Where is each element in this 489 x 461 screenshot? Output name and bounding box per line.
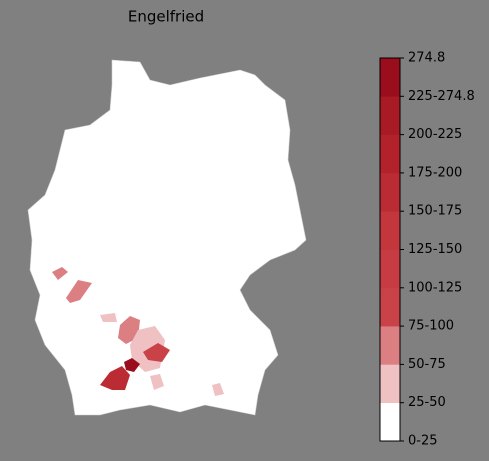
colorbar-segment bbox=[380, 58, 400, 97]
colorbar-segment bbox=[380, 172, 400, 212]
colorbar: 0-25 25-50 50-75 75-100 100-125 125-150 150-17… bbox=[379, 51, 475, 449]
region bbox=[124, 358, 140, 372]
colorbar-label: 75-100 bbox=[408, 319, 454, 334]
germany-map bbox=[27, 59, 307, 416]
colorbar-segment bbox=[380, 287, 400, 327]
colorbar-label: 100-125 bbox=[408, 280, 462, 295]
colorbar-segment bbox=[380, 249, 400, 289]
colorbar-segment bbox=[380, 326, 400, 365]
map-title: Engelfried bbox=[128, 8, 204, 26]
colorbar-label: 50-75 bbox=[408, 357, 446, 372]
colorbar-label: 25-50 bbox=[408, 395, 446, 410]
colorbar-label: 200-225 bbox=[408, 127, 462, 142]
country-outline bbox=[27, 59, 307, 416]
colorbar-label: 125-150 bbox=[408, 242, 462, 257]
region bbox=[52, 267, 68, 280]
colorbar-label: 0-25 bbox=[408, 434, 438, 449]
colorbar-segment bbox=[380, 211, 400, 250]
colorbar-segment bbox=[380, 402, 400, 442]
region bbox=[143, 343, 170, 362]
region bbox=[100, 366, 130, 390]
colorbar-label: 225-274.8 bbox=[408, 89, 475, 104]
region bbox=[150, 374, 164, 390]
colorbar-segment bbox=[380, 134, 400, 174]
colorbar-label: 175-200 bbox=[408, 165, 462, 180]
region bbox=[66, 280, 92, 303]
region bbox=[100, 313, 117, 322]
colorbar-label: 150-175 bbox=[408, 204, 462, 219]
colorbar-label: 274.8 bbox=[408, 51, 445, 66]
region bbox=[212, 383, 224, 396]
colorbar-segment bbox=[380, 96, 400, 135]
colorbar-segment bbox=[380, 364, 400, 403]
